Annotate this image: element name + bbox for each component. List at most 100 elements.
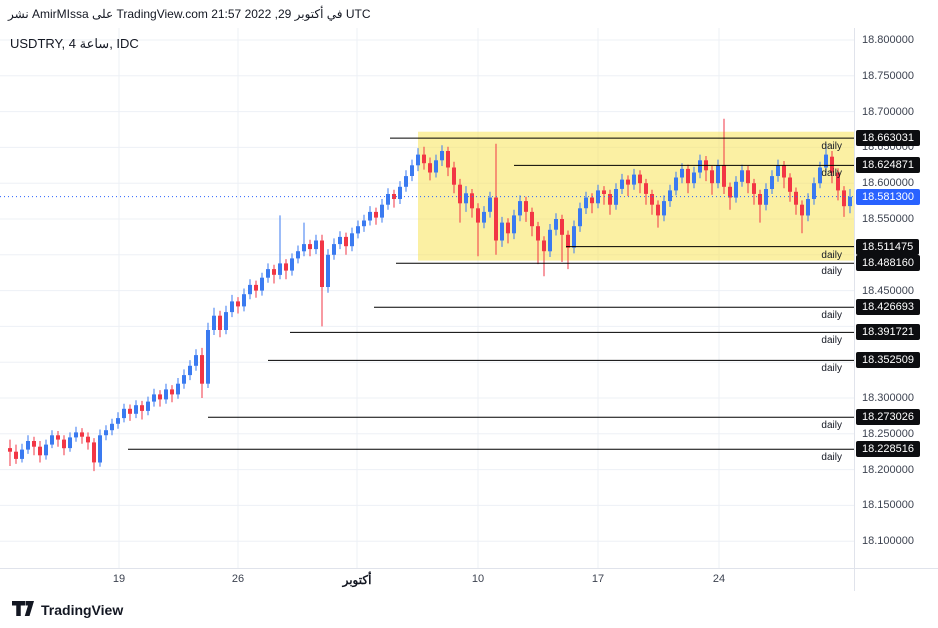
candle-body: [794, 191, 798, 205]
candle-body: [554, 219, 558, 230]
tradingview-brand-text[interactable]: TradingView: [41, 601, 124, 618]
candle-body: [710, 170, 714, 184]
candle-body: [656, 204, 660, 216]
candle-body: [98, 435, 102, 463]
level-note-label: daily: [821, 420, 842, 432]
candle-body: [26, 441, 30, 450]
candle-body: [410, 165, 414, 176]
y-axis-tick: 18.700000: [862, 105, 914, 118]
tradingview-logo-icon[interactable]: [12, 601, 34, 618]
candle-body: [638, 174, 642, 184]
candle-body: [596, 190, 600, 204]
candle-body: [842, 190, 846, 207]
y-axis-tick: 18.750000: [862, 69, 914, 82]
candle-body: [182, 375, 186, 384]
level-price-label: 18.391721: [856, 324, 920, 341]
candle-body: [278, 263, 282, 275]
candle-body: [194, 355, 198, 366]
candle-body: [692, 172, 696, 184]
candle-body: [8, 448, 12, 452]
time-axis[interactable]: 19 26 أكتوبر 10 17 24: [0, 568, 938, 591]
y-axis-tick: 18.250000: [862, 427, 914, 440]
candle-body: [260, 277, 264, 291]
y-axis-tick: 18.300000: [862, 392, 914, 404]
candle-body: [38, 446, 42, 456]
candle-body: [44, 444, 48, 456]
candle-body: [62, 439, 66, 449]
candle-body: [698, 160, 702, 173]
candle-body: [680, 168, 684, 178]
candle-body: [602, 190, 606, 194]
candle-body: [380, 204, 384, 218]
level-note-label: daily: [821, 335, 842, 347]
candle-body: [770, 176, 774, 189]
candle-body: [620, 179, 624, 189]
candle-body: [68, 437, 72, 449]
candle-body: [416, 154, 420, 166]
x-axis-tick: أكتوبر: [342, 573, 372, 587]
candle-body: [524, 201, 528, 212]
candle-body: [74, 432, 78, 438]
candle-body: [428, 163, 432, 173]
candle-body: [440, 151, 444, 161]
candle-body: [242, 294, 246, 307]
candle-body: [164, 389, 168, 400]
candle-body: [722, 165, 726, 187]
x-axis-tick: 26: [231, 573, 245, 585]
candle-body: [464, 193, 468, 204]
candle-body: [200, 355, 204, 384]
candle-body: [626, 179, 630, 185]
price-chart-plot[interactable]: USDTRY, 4 ساعة, IDC daily daily daily daily…: [0, 28, 855, 568]
y-axis-tick: 18.800000: [862, 34, 914, 46]
candle-body: [302, 244, 306, 252]
level-note-label: daily: [821, 310, 842, 322]
level-price-label: 18.488160: [856, 255, 920, 272]
candle-body: [212, 315, 216, 330]
candle-body: [740, 170, 744, 182]
candle-body: [818, 167, 822, 184]
candle-body: [248, 284, 252, 295]
candle-body: [728, 186, 732, 198]
candle-body: [764, 189, 768, 205]
attribution-text: نشر AmirMIssa على TradingView.com في أكت…: [8, 7, 371, 21]
candle-body: [344, 236, 348, 247]
candle-body: [140, 405, 144, 411]
candle-body: [458, 184, 462, 204]
candle-body: [578, 208, 582, 227]
candle-body: [296, 251, 300, 259]
candle-body: [338, 236, 342, 245]
candle-body: [152, 394, 156, 402]
candle-body: [674, 177, 678, 191]
candle-body: [362, 220, 366, 227]
candle-body: [218, 315, 222, 330]
candle-body: [806, 199, 810, 216]
candle-body: [536, 226, 540, 241]
candle-body: [632, 174, 636, 185]
candle-body: [590, 197, 594, 204]
y-axis-tick: 18.100000: [862, 535, 914, 548]
candle-body: [470, 193, 474, 209]
candle-body: [500, 222, 504, 241]
candle-body: [482, 211, 486, 223]
level-note-label: daily: [821, 452, 842, 464]
price-axis[interactable]: 18.800000 18.750000 18.700000 18.650000 18.6…: [855, 28, 938, 568]
candle-body: [476, 208, 480, 223]
candle-body: [518, 201, 522, 216]
symbol-legend[interactable]: USDTRY, 4 ساعة, IDC: [10, 36, 139, 51]
level-note-label: daily: [821, 363, 842, 375]
candle-body: [308, 244, 312, 250]
candle-body: [374, 211, 378, 218]
x-axis-tick: 17: [591, 573, 605, 585]
candle-body: [800, 204, 804, 216]
level-price-label: 18.624871: [856, 157, 920, 174]
candle-body: [812, 183, 816, 199]
candle-body: [266, 269, 270, 278]
candle-body: [254, 284, 258, 291]
candle-body: [422, 154, 426, 164]
candle-body: [506, 222, 510, 234]
candle-body: [548, 229, 552, 252]
level-note-label: daily: [821, 168, 842, 180]
candle-body: [668, 190, 672, 202]
candle-body: [176, 383, 180, 395]
x-axis-tick: 19: [112, 573, 126, 585]
